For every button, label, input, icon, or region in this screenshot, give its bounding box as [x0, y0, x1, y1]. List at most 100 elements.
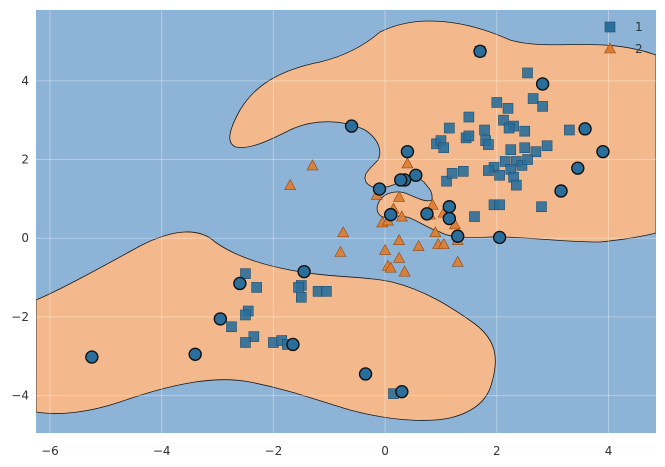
class-1-point: [463, 111, 475, 123]
highlighted-point: [409, 168, 423, 182]
y-axis-ticks: −4 −2 0 2 4: [11, 74, 29, 403]
highlighted-point: [571, 161, 585, 175]
highlighted-point: [578, 122, 592, 136]
class-1-point: [522, 67, 533, 79]
class-1-point: [463, 130, 475, 142]
class-2-point: [337, 226, 350, 238]
highlighted-point: [85, 350, 99, 364]
x-tick-label: −2: [265, 444, 283, 458]
class-1-point: [503, 122, 515, 134]
class-1-point: [446, 167, 458, 179]
class-1-point: [483, 139, 494, 150]
highlighted-point: [297, 264, 311, 279]
highlighted-point: [286, 337, 300, 352]
class-1-point: [519, 125, 531, 137]
class-1-point: [530, 146, 542, 157]
class-1-point: [438, 142, 450, 154]
class-1-point: [469, 211, 480, 222]
highlighted-point: [213, 312, 228, 326]
plot-area: [36, 10, 656, 433]
class-2-point: [437, 238, 450, 249]
class-1-point: [516, 160, 528, 171]
highlighted-point: [473, 44, 487, 59]
class-1-point: [494, 169, 505, 181]
class-2-point: [398, 265, 411, 277]
class-1-point: [519, 142, 531, 154]
class-1-point: [491, 97, 503, 108]
highlighted-point: [372, 182, 387, 196]
class-1-point: [441, 175, 452, 187]
highlighted-point: [596, 144, 610, 159]
class-1-point: [498, 114, 509, 126]
class-1-point: [494, 199, 505, 211]
highlighted-point: [492, 230, 507, 245]
y-tick-label: 2: [21, 153, 29, 167]
y-tick-label: 0: [21, 231, 29, 245]
class-2-point: [426, 198, 439, 210]
highlighted-point: [442, 200, 457, 214]
highlighted-point: [395, 384, 409, 399]
class-1-point: [248, 331, 260, 342]
class-2-point: [393, 234, 406, 245]
class-1-point: [444, 122, 455, 134]
highlighted-point: [358, 367, 373, 381]
class-1-point: [226, 321, 237, 333]
y-tick-label: −4: [11, 389, 29, 403]
highlighted-point: [451, 229, 465, 243]
class-1-point: [522, 154, 533, 165]
class-2-region-bottom: [36, 231, 496, 421]
class-1-point: [240, 337, 251, 348]
class-1-point: [457, 166, 469, 177]
class-1-point: [251, 282, 262, 293]
class-1-point: [564, 124, 575, 136]
x-tick-label: −6: [41, 444, 59, 458]
class-2-point: [306, 159, 319, 171]
legend-marker-square: [604, 21, 616, 33]
class-1-point: [541, 140, 553, 152]
highlighted-point: [233, 276, 247, 291]
class-1-point: [505, 144, 517, 155]
highlighted-point: [383, 207, 398, 222]
x-tick-label: −4: [153, 444, 171, 458]
class-2-point: [284, 178, 297, 190]
class-1-point: [296, 291, 307, 303]
class-1-point: [502, 103, 514, 114]
x-tick-label: 0: [381, 444, 389, 458]
class-1-point: [536, 201, 547, 213]
class-1-point: [537, 101, 548, 112]
class-1-point: [293, 282, 304, 293]
x-tick-label: 4: [605, 444, 613, 458]
highlighted-points: [85, 44, 610, 399]
class-2-point: [395, 210, 408, 222]
class-1-point: [483, 165, 494, 176]
highlighted-point: [188, 347, 202, 362]
class-2-point: [451, 255, 464, 267]
class-1-point: [240, 309, 251, 321]
highlighted-point: [400, 144, 415, 159]
legend-marker-triangle: [603, 42, 617, 54]
class-1-point: [499, 156, 511, 167]
class-1-point: [240, 268, 251, 279]
y-tick-label: 4: [21, 74, 29, 88]
highlighted-point: [535, 77, 550, 91]
x-tick-label: 2: [493, 444, 501, 458]
class-1-point: [511, 179, 522, 191]
legend: 1 2: [603, 20, 643, 56]
y-tick-label: −2: [11, 310, 29, 324]
class-2-point: [379, 243, 392, 255]
class-2-point: [429, 226, 442, 238]
class-1-point: [321, 286, 332, 297]
highlighted-point: [420, 207, 434, 221]
class-2-point: [412, 239, 425, 251]
highlighted-point: [344, 119, 359, 133]
legend-label-2: 2: [635, 42, 643, 56]
class-2-point: [393, 251, 406, 263]
class-2-point: [401, 157, 414, 169]
class-1-point: [479, 124, 490, 136]
x-axis-ticks: −6 −4 −2 0 2 4: [41, 444, 612, 458]
legend-label-1: 1: [635, 20, 643, 34]
class-2-point: [334, 245, 347, 257]
class-2-point: [393, 190, 406, 202]
class-2-point: [384, 261, 397, 273]
